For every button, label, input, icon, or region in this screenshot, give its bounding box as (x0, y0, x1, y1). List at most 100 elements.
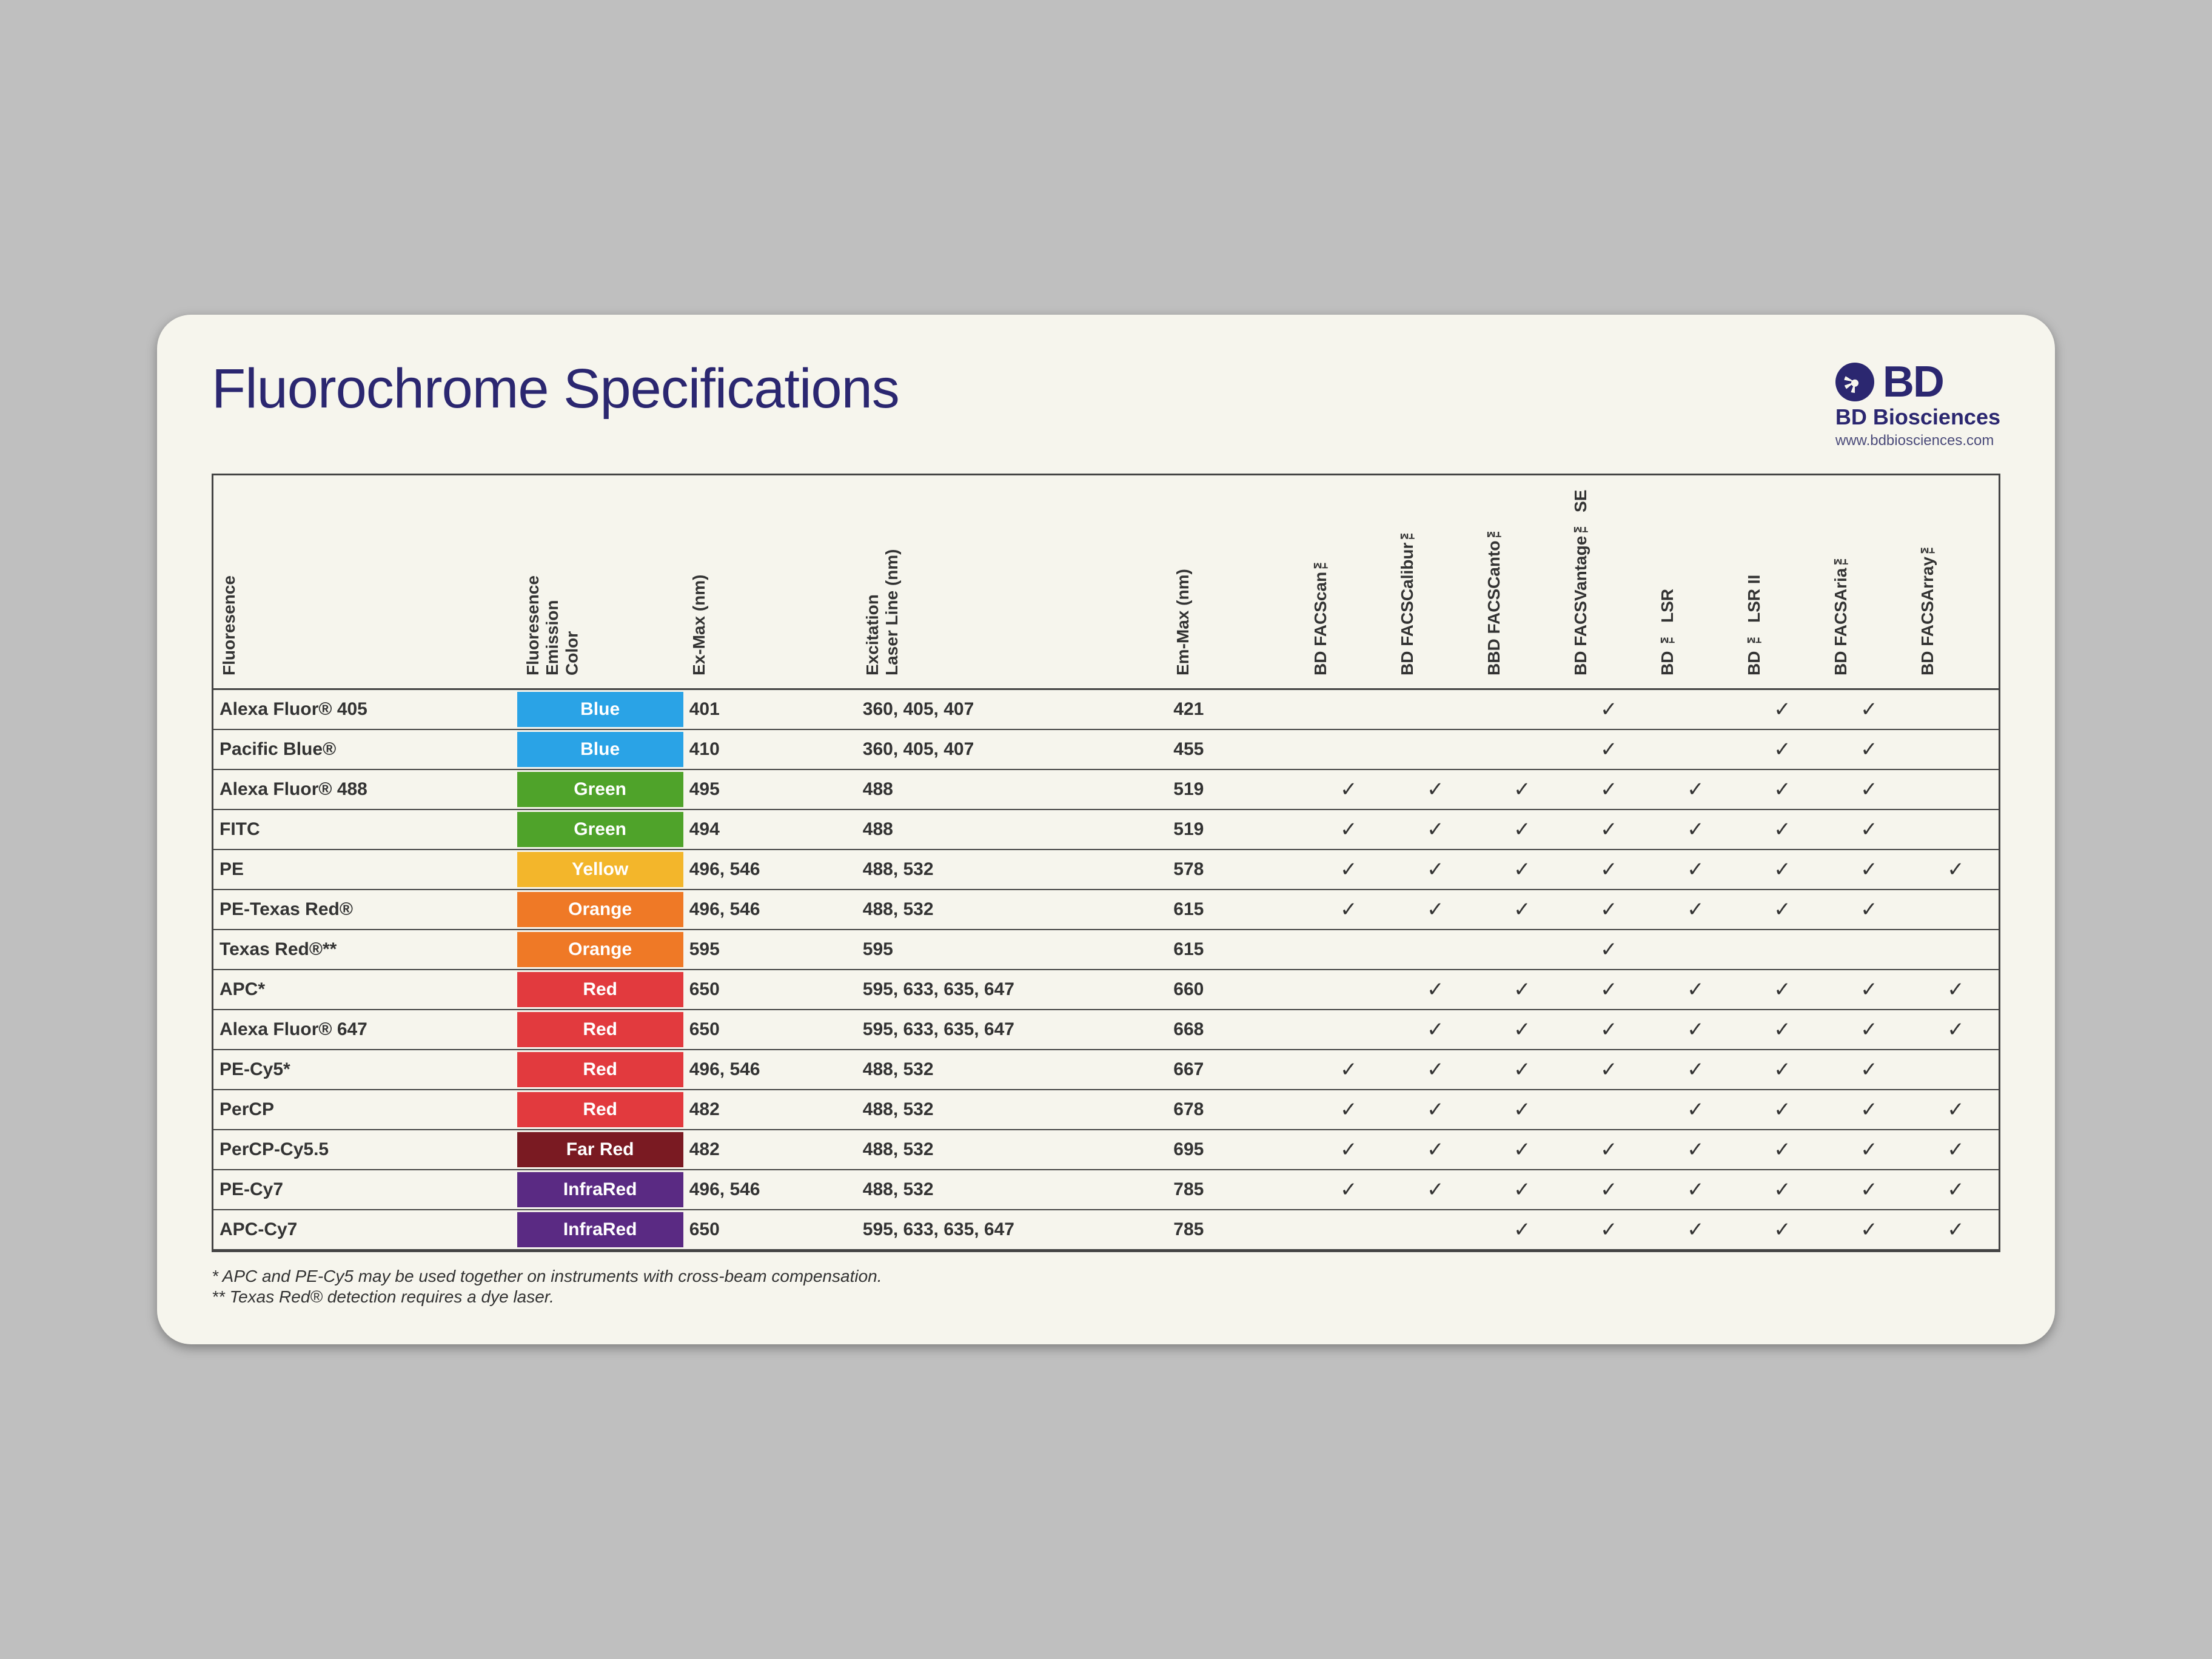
compat-cell (1652, 689, 1738, 730)
table-row: Texas Red®**Orange595595615✓ (213, 930, 1999, 970)
compat-cell: ✓ (1305, 850, 1392, 890)
cell: 595, 633, 635, 647 (857, 1210, 1168, 1250)
compat-cell: ✓ (1478, 890, 1565, 930)
compat-cell: ✓ (1565, 890, 1652, 930)
compat-cell: ✓ (1738, 1090, 1825, 1130)
compat-cell: ✓ (1912, 850, 1999, 890)
cell: 496, 546 (683, 890, 857, 930)
compat-cell: ✓ (1392, 769, 1478, 809)
column-header: ExcitationLaser Line (nm) (857, 475, 1168, 689)
cell: PE-Texas Red® (213, 890, 517, 930)
column-header: BD FACScan™ (1305, 475, 1392, 689)
compat-cell: ✓ (1305, 809, 1392, 850)
brand-block: BD BD Biosciences www.bdbiosciences.com (1835, 357, 2000, 449)
column-header: Em-Max (nm) (1167, 475, 1304, 689)
cell: 785 (1167, 1210, 1304, 1250)
table-row: Alexa Fluor® 647Red650595, 633, 635, 647… (213, 1010, 1999, 1050)
compat-cell: ✓ (1478, 809, 1565, 850)
compat-cell: ✓ (1392, 1170, 1478, 1210)
cell: PerCP (213, 1090, 517, 1130)
cell: Green (517, 769, 683, 809)
compat-cell: ✓ (1478, 769, 1565, 809)
compat-cell: ✓ (1565, 1010, 1652, 1050)
cell: Red (517, 970, 683, 1010)
compat-cell (1392, 729, 1478, 769)
compat-cell: ✓ (1565, 729, 1652, 769)
cell: 615 (1167, 890, 1304, 930)
cell: Orange (517, 890, 683, 930)
compat-cell: ✓ (1652, 970, 1738, 1010)
cell: 595 (683, 930, 857, 970)
compat-cell: ✓ (1825, 689, 1912, 730)
spec-table: FluoresenceFluoresenceEmissionColorEx-Ma… (213, 475, 1999, 1250)
compat-cell: ✓ (1652, 1050, 1738, 1090)
cell: 360, 405, 407 (857, 689, 1168, 730)
emission-color-swatch: Blue (517, 732, 683, 767)
emission-color-swatch: Green (517, 772, 683, 807)
compat-cell: ✓ (1478, 1010, 1565, 1050)
brand-logo-icon (1835, 363, 1874, 401)
compat-cell: ✓ (1825, 769, 1912, 809)
compat-cell: ✓ (1478, 1090, 1565, 1130)
compat-cell (1912, 1050, 1999, 1090)
compat-cell: ✓ (1392, 1130, 1478, 1170)
compat-cell: ✓ (1825, 850, 1912, 890)
compat-cell (1912, 890, 1999, 930)
compat-cell: ✓ (1738, 850, 1825, 890)
cell: 668 (1167, 1010, 1304, 1050)
table-row: Alexa Fluor® 488Green495488519✓✓✓✓✓✓✓ (213, 769, 1999, 809)
compat-cell: ✓ (1825, 1050, 1912, 1090)
compat-cell (1912, 729, 1999, 769)
table-row: PerCP-Cy5.5Far Red482488, 532695✓✓✓✓✓✓✓✓ (213, 1130, 1999, 1170)
compat-cell: ✓ (1912, 1090, 1999, 1130)
cell: APC-Cy7 (213, 1210, 517, 1250)
compat-cell: ✓ (1565, 1050, 1652, 1090)
compat-cell (1652, 930, 1738, 970)
compat-cell: ✓ (1652, 1210, 1738, 1250)
compat-cell: ✓ (1392, 890, 1478, 930)
compat-cell: ✓ (1912, 1010, 1999, 1050)
cell: 488, 532 (857, 1130, 1168, 1170)
compat-cell (1305, 1210, 1392, 1250)
compat-cell: ✓ (1392, 1050, 1478, 1090)
compat-cell: ✓ (1825, 1130, 1912, 1170)
footnote-1: * APC and PE-Cy5 may be used together on… (212, 1267, 2000, 1286)
compat-cell: ✓ (1825, 970, 1912, 1010)
footnote-2: ** Texas Red® detection requires a dye l… (212, 1287, 2000, 1307)
cell: 785 (1167, 1170, 1304, 1210)
cell: Alexa Fluor® 488 (213, 769, 517, 809)
cell: 482 (683, 1130, 857, 1170)
compat-cell (1825, 930, 1912, 970)
cell: InfraRed (517, 1170, 683, 1210)
cell: 488, 532 (857, 1170, 1168, 1210)
compat-cell: ✓ (1652, 890, 1738, 930)
compat-cell: ✓ (1825, 1010, 1912, 1050)
cell: 650 (683, 1210, 857, 1250)
emission-color-swatch: Orange (517, 932, 683, 967)
cell: 519 (1167, 809, 1304, 850)
emission-color-swatch: InfraRed (517, 1212, 683, 1247)
compat-cell: ✓ (1825, 1210, 1912, 1250)
table-row: Alexa Fluor® 405Blue401360, 405, 407421✓… (213, 689, 1999, 730)
emission-color-swatch: Blue (517, 692, 683, 727)
emission-color-swatch: Red (517, 972, 683, 1007)
emission-color-swatch: Red (517, 1052, 683, 1087)
cell: 650 (683, 1010, 857, 1050)
compat-cell: ✓ (1825, 890, 1912, 930)
compat-cell: ✓ (1478, 1050, 1565, 1090)
cell: Red (517, 1010, 683, 1050)
compat-cell (1305, 930, 1392, 970)
compat-cell: ✓ (1912, 1210, 1999, 1250)
compat-cell: ✓ (1652, 1170, 1738, 1210)
cell: 488 (857, 809, 1168, 850)
compat-cell: ✓ (1738, 729, 1825, 769)
cell: 488, 532 (857, 1090, 1168, 1130)
compat-cell: ✓ (1478, 1130, 1565, 1170)
compat-cell: ✓ (1825, 729, 1912, 769)
cell: 519 (1167, 769, 1304, 809)
cell: 496, 546 (683, 1170, 857, 1210)
table-row: PEYellow496, 546488, 532578✓✓✓✓✓✓✓✓ (213, 850, 1999, 890)
compat-cell: ✓ (1565, 1130, 1652, 1170)
compat-cell: ✓ (1738, 809, 1825, 850)
table-row: APC*Red650595, 633, 635, 647660✓✓✓✓✓✓✓ (213, 970, 1999, 1010)
